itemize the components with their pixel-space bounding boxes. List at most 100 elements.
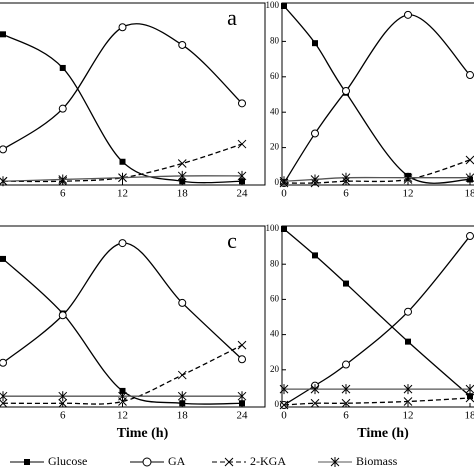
marker-square (467, 393, 473, 400)
marker-asterisk (118, 172, 127, 183)
marker-square (0, 255, 6, 262)
marker-square (119, 387, 126, 394)
series-line (283, 5, 471, 184)
marker-circle (58, 104, 67, 113)
marker-circle (118, 23, 127, 32)
marker-asterisk (465, 384, 474, 395)
marker-asterisk (58, 174, 68, 185)
legend-label: 2-KGA (250, 454, 286, 468)
series-line (2, 23, 243, 150)
x-tick-label: 12 (403, 188, 414, 200)
y-tick-label: 0 (275, 177, 280, 187)
marker-asterisk (118, 391, 127, 402)
marker-circle (178, 298, 187, 307)
marker-x (310, 398, 320, 408)
x-tick-label: 12 (403, 410, 414, 422)
series-line (2, 143, 243, 183)
y-tick-label: 20 (270, 364, 280, 374)
x-tick-label: 6 (60, 410, 66, 422)
marker-square (0, 31, 6, 38)
x-tick-label: 0 (281, 188, 287, 200)
y-tick-label: 100 (266, 0, 280, 10)
x-tick-label: 18 (465, 410, 474, 422)
marker-x (237, 340, 247, 350)
marker-circle (238, 99, 246, 108)
marker-x (465, 155, 474, 165)
x-axis-label: Time (h) (117, 426, 169, 441)
marker-square (312, 252, 318, 259)
marker-x (279, 400, 289, 410)
series-line (2, 242, 243, 364)
x-tick-label: 6 (343, 410, 349, 422)
y-tick-label: 80 (270, 35, 280, 45)
y-tick-label: 100 (266, 223, 280, 233)
marker-asterisk (177, 170, 187, 181)
series-line (283, 176, 470, 182)
panel: 0 6 12 18 0 20 40 60 80 100 (266, 0, 474, 200)
marker-square (59, 64, 66, 71)
marker-circle (466, 71, 474, 80)
marker-asterisk (341, 384, 351, 395)
marker-square (343, 280, 349, 287)
marker-circle (178, 40, 187, 49)
y-tick-label: 0 (275, 399, 280, 409)
series-line (2, 258, 243, 405)
marker-circle (238, 355, 246, 364)
marker-circle (0, 145, 7, 154)
legend-label: Glucose (48, 454, 87, 468)
x-tick-label: 0 (281, 410, 287, 422)
x-tick-label: 6 (60, 188, 66, 200)
marker-circle (404, 10, 412, 19)
series-line (283, 228, 471, 397)
panel-label: a (227, 5, 237, 30)
marker-asterisk (0, 176, 8, 187)
plot-frame (281, 2, 474, 186)
marker-x (177, 370, 187, 380)
marker-square (119, 158, 126, 165)
panel: 6 12 18 24 a (0, 2, 266, 200)
legend-label: Biomass (356, 454, 398, 468)
marker-asterisk (237, 170, 247, 181)
marker-circle (118, 239, 127, 248)
plot-frame (0, 225, 266, 408)
marker-circle (466, 232, 474, 241)
marker-square (405, 338, 411, 345)
plot-frame (0, 2, 266, 186)
series-line (283, 397, 471, 406)
legend-asterisk (330, 457, 340, 467)
marker-asterisk (310, 384, 320, 395)
plot-frame (281, 225, 474, 408)
panel: 6 12 18 24 c Time (h) (0, 225, 266, 441)
marker-x (341, 398, 351, 408)
legend-label: GA (168, 454, 186, 468)
marker-x (177, 159, 187, 168)
legend-circle (142, 457, 152, 467)
marker-circle (404, 307, 412, 316)
marker-circle (0, 358, 7, 367)
marker-square (179, 178, 186, 185)
marker-asterisk (279, 384, 289, 395)
marker-asterisk (279, 176, 289, 187)
series-line (2, 33, 243, 184)
legend-marker (24, 459, 30, 465)
y-tick-label: 60 (270, 293, 280, 303)
marker-square (281, 3, 287, 9)
marker-asterisk (237, 391, 247, 402)
legend-marker (330, 457, 340, 467)
marker-square (312, 40, 318, 47)
panel-label: c (227, 228, 237, 253)
marker-asterisk (58, 391, 68, 402)
legend-marker (224, 457, 234, 467)
marker-circle (311, 129, 319, 138)
legend: Glucose GA 2-KGA Biomass (10, 454, 398, 468)
x-tick-label: 6 (343, 188, 349, 200)
series-line (283, 235, 471, 406)
marker-square (239, 178, 245, 185)
marker-x (403, 397, 413, 406)
x-tick-label: 12 (117, 410, 128, 422)
panel: 0 6 12 18 0 20 40 60 80 100 Time (h) (266, 223, 474, 441)
marker-circle (342, 360, 350, 369)
marker-asterisk (0, 391, 8, 402)
marker-circle (58, 311, 67, 320)
